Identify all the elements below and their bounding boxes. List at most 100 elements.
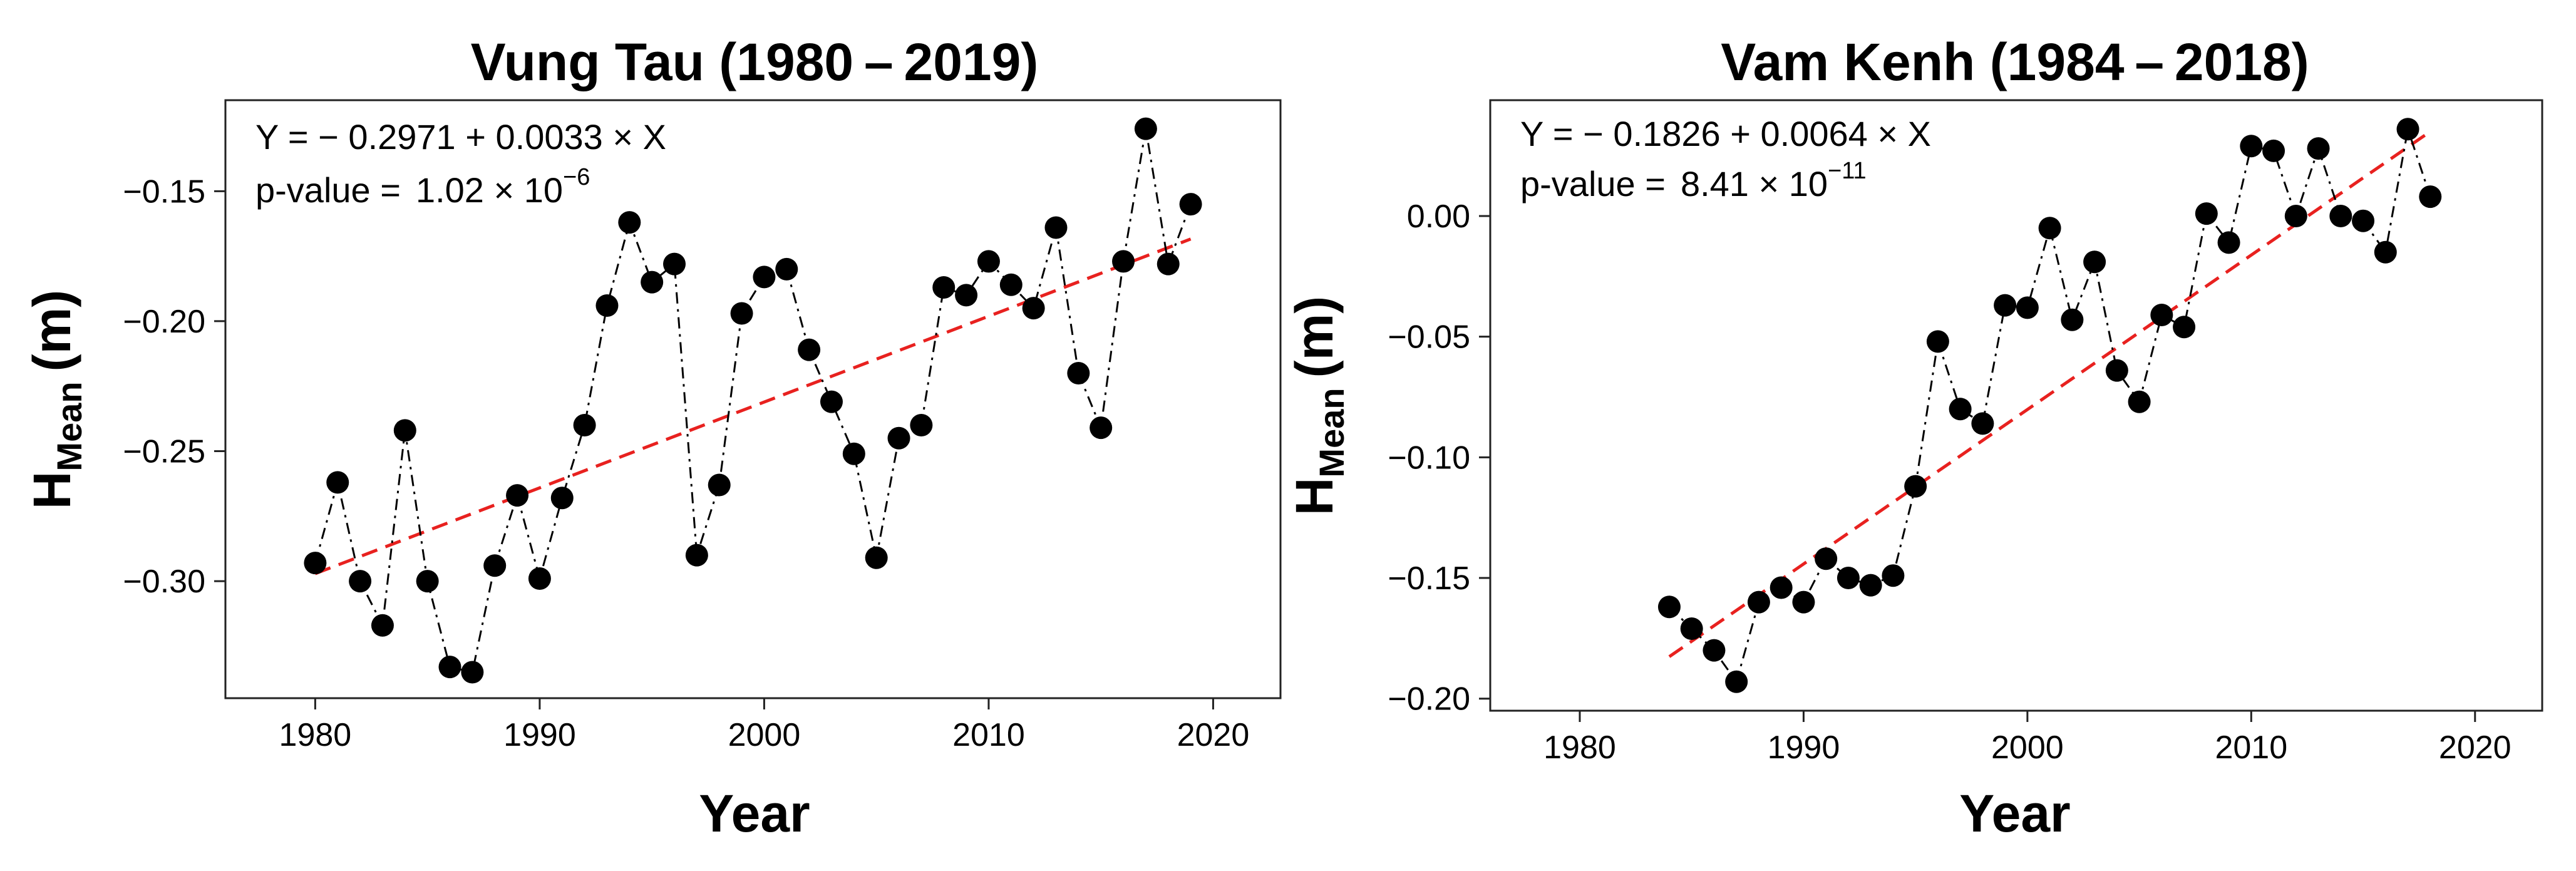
- y-tick-label: −0.05: [1388, 319, 1470, 356]
- data-point: [641, 271, 664, 294]
- data-point: [1179, 193, 1202, 216]
- data-point: [506, 484, 529, 507]
- data-point: [618, 211, 641, 234]
- y-axis-title-subscript: Mean: [49, 381, 89, 471]
- data-point: [685, 544, 708, 567]
- data-point: [349, 570, 372, 593]
- data-point: [2061, 308, 2084, 331]
- p-value-annotation: p-value = 8.41 × 10−11: [1520, 158, 1867, 204]
- p-value-annotation: p-value = 1.02 × 10−6: [255, 164, 590, 210]
- y-axis-title-subscript: Mean: [1312, 388, 1351, 477]
- data-point: [1680, 617, 1703, 640]
- data-point: [2038, 217, 2061, 240]
- data-point: [461, 661, 484, 684]
- data-point: [2083, 250, 2106, 274]
- x-tick-label: 2020: [2439, 729, 2512, 766]
- data-point: [573, 414, 596, 437]
- data-point: [2352, 209, 2375, 232]
- data-point: [1882, 564, 1905, 587]
- data-point: [2195, 202, 2218, 225]
- data-point: [1157, 252, 1180, 276]
- y-axis-title-main: H: [1285, 478, 1344, 516]
- data-point: [999, 273, 1023, 296]
- y-tick-label: −0.30: [123, 564, 205, 600]
- y-axis-title: HMean (m): [23, 290, 89, 509]
- data-point: [550, 487, 574, 510]
- y-tick-label: −0.10: [1388, 440, 1470, 476]
- x-tick-label: 1980: [1543, 729, 1616, 766]
- data-point: [955, 284, 978, 307]
- plot-area: [1489, 99, 2543, 712]
- data-point: [2016, 296, 2039, 319]
- data-point: [2396, 118, 2419, 141]
- p-value-mantissa: 8.41 × 10: [1681, 164, 1828, 204]
- data-point: [2105, 359, 2128, 382]
- data-point: [1657, 595, 1681, 619]
- data-point: [1044, 216, 1068, 239]
- data-point: [1112, 250, 1135, 273]
- data-point: [1815, 547, 1838, 570]
- data-point: [393, 419, 416, 442]
- data-point: [483, 554, 507, 577]
- data-point: [775, 257, 798, 281]
- data-point: [820, 390, 843, 413]
- x-axis-title: Year: [1959, 784, 2071, 843]
- data-point: [1949, 398, 1972, 421]
- data-point: [528, 567, 551, 590]
- y-tick-label: −0.15: [1388, 560, 1470, 597]
- y-axis-title-unit: (m): [23, 290, 81, 372]
- p-value-mantissa: 1.02 × 10: [416, 170, 563, 210]
- data-point: [2240, 135, 2263, 158]
- data-point: [798, 338, 821, 361]
- data-point: [2128, 390, 2151, 413]
- trend-line: [1668, 130, 2431, 658]
- data-point: [326, 471, 349, 494]
- regression-equation: Y = − 0.1826 + 0.0064 × X: [1520, 114, 1931, 153]
- data-point: [663, 252, 686, 276]
- y-axis-title-main: H: [23, 472, 81, 510]
- data-point: [2329, 204, 2352, 227]
- data-point: [1926, 330, 1949, 353]
- data-point: [1904, 475, 1927, 498]
- plot-area: [224, 99, 1282, 699]
- data-point: [1971, 412, 1994, 435]
- p-value-exponent: −11: [1828, 158, 1867, 184]
- data-point: [2262, 139, 2285, 162]
- chart-title: Vung Tau (1980 – 2019): [471, 33, 1039, 91]
- data-point: [1090, 416, 1113, 440]
- data-point: [2374, 240, 2397, 264]
- p-value-label: p-value =: [1520, 164, 1666, 204]
- trend-line: [314, 237, 1192, 575]
- series-line: [314, 128, 1192, 674]
- data-point: [371, 614, 394, 637]
- p-value-exponent: −6: [563, 164, 590, 190]
- y-tick-label: −0.20: [123, 304, 205, 340]
- y-tick-label: −0.25: [123, 434, 205, 470]
- data-point: [977, 250, 1000, 273]
- x-tick-label: 2010: [2215, 729, 2287, 766]
- y-tick-label: 0.00: [1407, 198, 1470, 235]
- data-point: [1770, 576, 1793, 599]
- y-axis-title-unit: (m): [1285, 296, 1344, 378]
- data-point: [887, 426, 910, 450]
- y-tick-label: −0.20: [1388, 681, 1470, 718]
- x-tick-label: 1980: [279, 717, 352, 753]
- data-point: [842, 442, 865, 465]
- data-point: [865, 546, 888, 569]
- data-point: [1725, 670, 1748, 693]
- chart-panel-vung-tau: Vung Tau (1980 – 2019) 1980 1990 2000 2010 2…: [23, 33, 1282, 843]
- x-tick-label: 2000: [1991, 729, 2064, 766]
- regression-equation: Y = − 0.2971 + 0.0033 × X: [255, 117, 666, 157]
- data-point: [753, 265, 776, 289]
- data-point: [1859, 574, 1882, 597]
- data-point: [1067, 361, 1090, 384]
- data-point: [416, 570, 439, 593]
- p-value-label: p-value =: [255, 170, 401, 210]
- data-point: [708, 473, 731, 497]
- data-point: [2419, 185, 2442, 209]
- x-tick-label: 1990: [1768, 729, 1840, 766]
- data-point: [2284, 204, 2307, 227]
- data-point: [1022, 297, 1045, 320]
